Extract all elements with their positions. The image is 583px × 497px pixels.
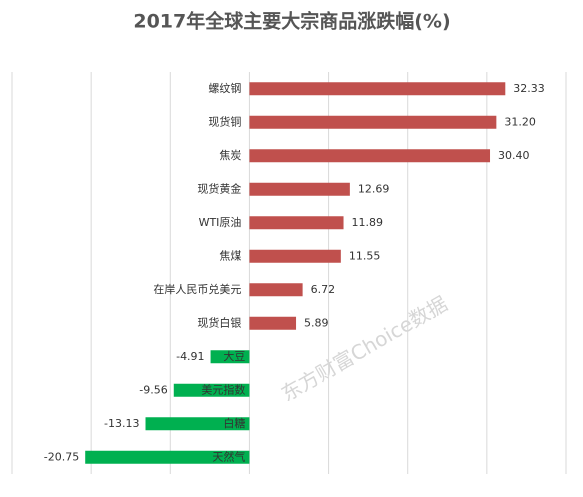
value-label: -9.56 <box>139 383 167 396</box>
bar <box>249 149 491 163</box>
value-label: -4.91 <box>176 350 204 363</box>
bar <box>249 249 341 263</box>
value-label: -20.75 <box>44 450 79 463</box>
bar <box>249 82 506 96</box>
bar <box>85 450 250 464</box>
value-label: 31.20 <box>504 115 535 128</box>
value-label: 6.72 <box>311 283 336 296</box>
value-label: 12.69 <box>358 182 390 195</box>
bar <box>210 350 250 364</box>
bar <box>249 316 297 330</box>
bar <box>249 283 303 297</box>
chart-title: 2017年全球主要大宗商品涨跌幅(%) <box>133 10 450 33</box>
category-label: 现货铜 <box>208 114 241 128</box>
bar <box>249 115 497 129</box>
value-label: 11.89 <box>352 216 384 229</box>
value-label: 32.33 <box>513 82 545 95</box>
category-label: 天然气 <box>212 449 245 463</box>
category-label: 焦煤 <box>219 249 241 262</box>
category-label: 螺纹钢 <box>208 81 241 95</box>
value-label: 5.89 <box>304 316 329 329</box>
value-label: -13.13 <box>104 417 139 430</box>
category-label: 现货黄金 <box>197 181 241 195</box>
bar <box>145 417 250 431</box>
category-label: 现货白银 <box>197 315 241 329</box>
value-label: 11.55 <box>349 249 381 262</box>
category-label: 在岸人民币兑美元 <box>153 282 241 296</box>
value-label: 30.40 <box>498 149 529 162</box>
watermark: 东方财富Choice数据 <box>277 291 452 406</box>
category-label: 美元指数 <box>201 382 245 396</box>
bar <box>249 216 344 230</box>
category-label: WTI原油 <box>199 215 242 229</box>
bar <box>173 383 250 397</box>
category-label: 白糖 <box>223 416 245 430</box>
bar <box>249 182 350 196</box>
category-label: 大豆 <box>223 349 245 363</box>
category-label: 焦炭 <box>219 149 241 162</box>
